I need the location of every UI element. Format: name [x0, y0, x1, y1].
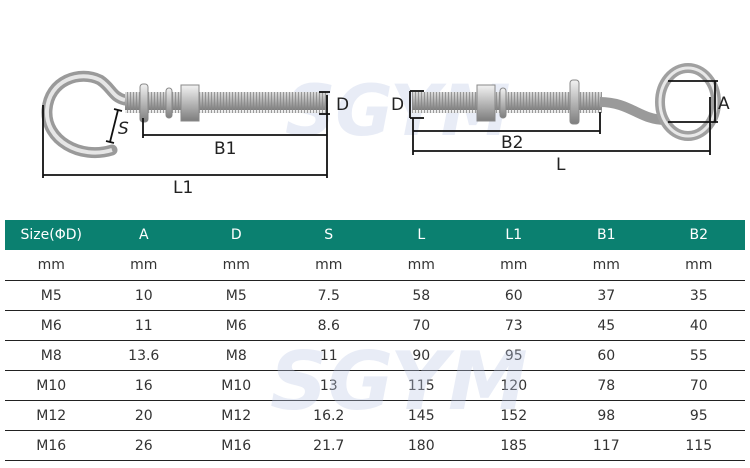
label-d-hook: D [336, 95, 349, 115]
table-cell: M5 [190, 280, 283, 311]
table-cell: 60 [467, 280, 560, 311]
column-header: Size(ΦD) [5, 220, 98, 250]
hook-bolt [41, 70, 328, 159]
table-cell: 95 [467, 340, 560, 371]
table-cell: 120 [467, 370, 560, 401]
table-cell: 70 [652, 370, 745, 401]
table-cell: 55 [652, 340, 745, 371]
column-header: L1 [467, 220, 560, 250]
label-a: A [718, 94, 730, 114]
table-cell: 180 [375, 430, 468, 461]
table-cell: 11 [282, 340, 375, 371]
table-cell: M6 [190, 310, 283, 341]
table-cell: 117 [560, 430, 653, 461]
table-cell: 7.5 [282, 280, 375, 311]
table-cell: 21.7 [282, 430, 375, 461]
table-cell: 45 [560, 310, 653, 341]
table-cell: 40 [652, 310, 745, 341]
table-cell: 152 [467, 400, 560, 431]
label-l1: L1 [173, 178, 193, 198]
column-header: S [282, 220, 375, 250]
table-cell: 60 [560, 340, 653, 371]
table-cell: 73 [467, 310, 560, 341]
unit-cell: mm [5, 250, 98, 281]
unit-cell: mm [282, 250, 375, 281]
spec-table: Size(ΦD) A D S L L1 B1 B2 mm mm mm mm mm mm mm mm M5 10… [5, 220, 745, 461]
table-cell: 115 [652, 430, 745, 461]
table-cell: 20 [97, 400, 190, 431]
label-l: L [556, 155, 566, 175]
table-cell: 11 [97, 310, 190, 341]
table-cell: 10 [97, 280, 190, 311]
column-header: D [190, 220, 283, 250]
table-cell: 26 [97, 430, 190, 461]
column-header: A [97, 220, 190, 250]
units-row: mm mm mm mm mm mm mm mm [5, 250, 745, 281]
unit-cell: mm [467, 250, 560, 281]
product-diagram: S B1 L1 D D B2 L A [41, 63, 730, 198]
table-cell: 13.6 [97, 340, 190, 371]
table-row: M16 26 M16 21.7 180 185 117 115 [5, 430, 745, 461]
table-row: M10 16 M10 13 115 120 78 70 [5, 370, 745, 401]
table-cell: 98 [560, 400, 653, 431]
column-header: B1 [560, 220, 653, 250]
table-cell: 145 [375, 400, 468, 431]
unit-cell: mm [560, 250, 653, 281]
unit-cell: mm [97, 250, 190, 281]
label-s: S [118, 119, 129, 139]
label-b1: B1 [214, 139, 236, 159]
table-cell: 35 [652, 280, 745, 311]
table-cell: 58 [375, 280, 468, 311]
dimension-lines [42, 80, 718, 178]
table-cell: 37 [560, 280, 653, 311]
table-row: M8 13.6 M8 11 90 95 60 55 [5, 340, 745, 371]
label-d-eye: D [391, 95, 404, 115]
table-cell: M16 [5, 430, 98, 461]
table-cell: M16 [190, 430, 283, 461]
table-row: M6 11 M6 8.6 70 73 45 40 [5, 310, 745, 341]
table-cell: M12 [5, 400, 98, 431]
label-b2: B2 [501, 133, 523, 153]
table-cell: 95 [652, 400, 745, 431]
table-cell: 185 [467, 430, 560, 461]
unit-cell: mm [190, 250, 283, 281]
unit-cell: mm [652, 250, 745, 281]
unit-cell: mm [375, 250, 468, 281]
eye-bolt [412, 63, 721, 141]
table-cell: M8 [5, 340, 98, 371]
table-cell: 70 [375, 310, 468, 341]
table-cell: 90 [375, 340, 468, 371]
table-cell: M10 [5, 370, 98, 401]
table-cell: 16 [97, 370, 190, 401]
table-cell: 8.6 [282, 310, 375, 341]
table-cell: M6 [5, 310, 98, 341]
table-row: M12 20 M12 16.2 145 152 98 95 [5, 400, 745, 431]
table-row: M5 10 M5 7.5 58 60 37 35 [5, 280, 745, 311]
table-cell: M5 [5, 280, 98, 311]
table-cell: 115 [375, 370, 468, 401]
header-row: Size(ΦD) A D S L L1 B1 B2 [5, 220, 745, 250]
column-header: B2 [652, 220, 745, 250]
table-cell: 16.2 [282, 400, 375, 431]
table-cell: M8 [190, 340, 283, 371]
table-cell: M10 [190, 370, 283, 401]
table-cell: 78 [560, 370, 653, 401]
table-cell: 13 [282, 370, 375, 401]
column-header: L [375, 220, 468, 250]
table-cell: M12 [190, 400, 283, 431]
